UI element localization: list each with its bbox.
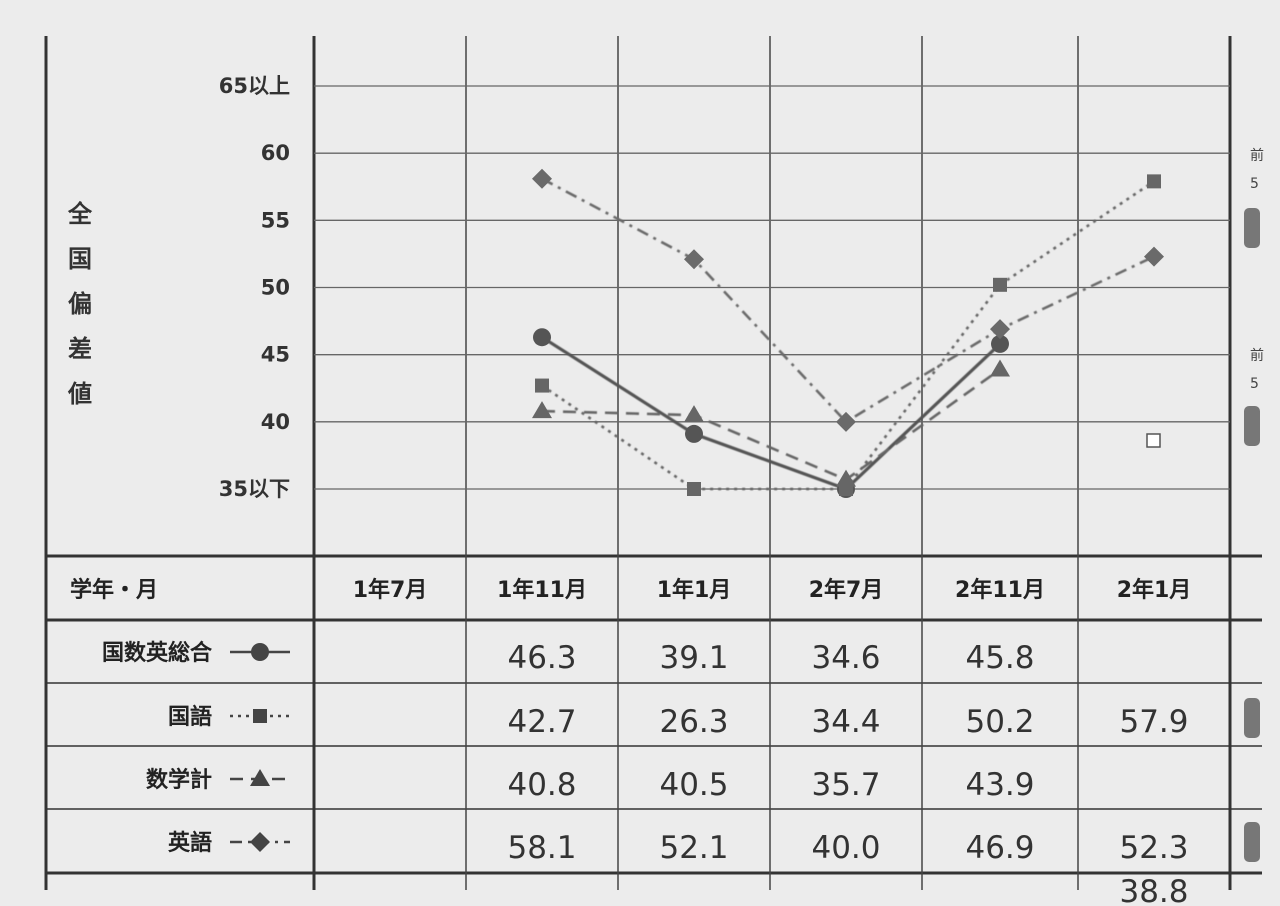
series-2-point [993,277,1007,292]
data-cell: 50.2 [965,704,1034,740]
table-header-label: 学年・月 [70,577,158,603]
series-3-point [684,405,704,423]
table-body: 国数英総合 46.3 39.1 34.6 45.8 国語 42.7 26.3 34.4 50.2 5… [102,640,1189,906]
series-1-point [685,424,703,443]
category-label: 1年1月 [657,577,732,603]
empty-checkbox [1146,433,1161,448]
series-4-point [836,411,856,432]
right-edge-fragment: 前 5 前 5 [1244,147,1264,862]
data-cell: 57.9 [1119,704,1188,740]
series-4-point [990,319,1010,340]
series-3-point [990,359,1010,377]
series-1-point [533,328,551,347]
category-label: 2年1月 [1117,577,1192,603]
column-gridlines [465,36,1079,890]
y-axis-ticks: 65以上 60 55 50 45 40 35以下 [219,74,290,501]
data-cell: 42.7 [507,704,576,740]
legend-marker-sample [251,643,269,661]
series-2-point [1147,174,1161,189]
partial-row-value: 38.8 [1119,874,1188,906]
y-axis-label-char: 全 [67,200,93,228]
data-cell: 40.5 [659,767,728,803]
legend-marker-sample [250,769,270,786]
y-axis-label-char: 国 [68,245,92,273]
series-line-1 [541,335,1002,491]
y-axis-label-char: 差 [68,335,92,363]
data-cell: 46.3 [507,640,576,676]
edge-num-1: 5 [1250,176,1259,192]
edge-num-2: 5 [1250,376,1259,392]
y-tick-label: 60 [261,141,290,165]
legend-marker-sample [250,832,270,852]
row-label: 国数英総合 [102,640,213,666]
series-3-point [836,469,856,487]
legend-marker-sample [253,709,267,723]
y-tick-label: 55 [261,208,290,232]
data-cell: 39.1 [659,640,728,676]
data-cell: 52.1 [659,830,728,866]
series-1-point [991,334,1009,353]
row-gridlines [314,85,1230,490]
y-tick-label: 50 [261,276,290,300]
edge-tab-1 [1244,208,1260,248]
series-4-point [532,168,552,189]
data-cell: 34.4 [811,704,880,740]
data-cell: 46.9 [965,830,1034,866]
y-axis-label-char: 偏 [68,290,92,318]
edge-char-2: 前 [1250,347,1264,364]
data-cell: 45.8 [965,640,1034,676]
data-cell: 34.6 [811,640,880,676]
table-header-row: 学年・月 1年7月 1年11月 1年1月 2年7月 2年11月 2年1月 [70,577,1191,603]
y-tick-label: 40 [261,410,290,434]
y-axis-label-char: 値 [67,380,92,408]
series-line-3 [541,368,1001,482]
table-frame [44,36,1262,890]
y-tick-label: 65以上 [219,74,290,98]
data-cell: 52.3 [1119,830,1188,866]
series-line-2 [541,180,1155,491]
data-cell: 40.8 [507,767,576,803]
edge-tab-2 [1244,406,1260,446]
row-label: 数学計 [146,767,212,793]
edge-char-1: 前 [1250,147,1264,164]
category-label: 2年7月 [809,577,884,603]
category-label: 1年11月 [497,577,587,603]
row-label: 英語 [168,830,212,856]
y-tick-label: 45 [261,343,290,367]
data-cell: 35.7 [811,767,880,803]
series-markers [532,168,1164,498]
row-label: 国語 [168,704,212,730]
category-label: 1年7月 [353,577,428,603]
series-4-point [1144,246,1164,267]
series-4-point [684,249,704,270]
series-3-point [532,401,552,419]
y-tick-label: 35以下 [219,477,290,501]
series-lines [541,177,1155,491]
series-2-point [687,482,701,496]
data-cell: 26.3 [659,704,728,740]
category-label: 2年11月 [955,577,1045,603]
data-cell: 58.1 [507,830,576,866]
edge-tab-3 [1244,698,1260,738]
data-cell: 43.9 [965,767,1034,803]
data-cell: 40.0 [811,830,880,866]
series-2-point [535,378,549,393]
series-line-4 [541,177,1155,424]
edge-tab-4 [1244,822,1260,862]
